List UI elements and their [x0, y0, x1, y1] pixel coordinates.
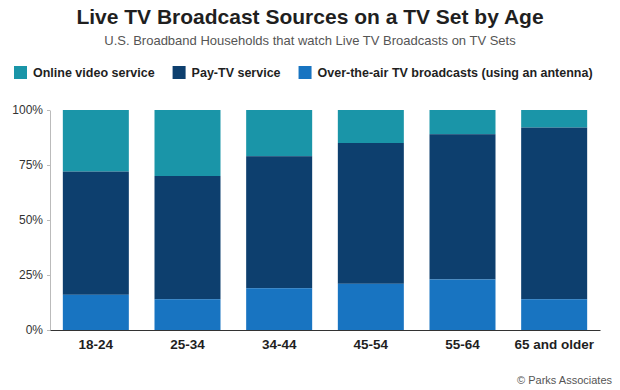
- legend-label: Over-the-air TV broadcasts (using an ant…: [318, 66, 593, 80]
- bar-segment: [521, 128, 587, 300]
- legend-swatch: [14, 66, 27, 79]
- y-tick: 25%: [19, 268, 50, 282]
- series: [63, 110, 587, 176]
- bar-segment: [63, 172, 129, 295]
- y-tick-label: 50%: [19, 213, 43, 227]
- y-tick: 75%: [19, 158, 50, 172]
- bar-segment: [63, 295, 129, 330]
- bar-segment: [246, 110, 312, 156]
- bar-segment: [246, 288, 312, 330]
- x-tick: 55-64: [445, 330, 480, 352]
- bar-segment: [430, 279, 496, 330]
- y-tick-mark: [47, 165, 50, 166]
- bar-segment: [246, 156, 312, 288]
- y-tick: 0%: [26, 323, 50, 337]
- bars: [63, 110, 587, 330]
- y-axis: 0% 25% 50% 75% 100%: [12, 103, 50, 337]
- bar-segment: [430, 134, 496, 279]
- x-axis: 18-24 25-34 34-44 45-54 55-64 65 and older: [51, 330, 601, 352]
- legend-item: Online video service: [14, 66, 155, 80]
- legend-item: Pay-TV service: [173, 66, 281, 80]
- bar-segment: [430, 110, 496, 134]
- y-tick: 100%: [12, 103, 50, 117]
- bar-segment: [155, 110, 221, 176]
- x-tick: 65 and older: [514, 330, 594, 352]
- bar-segment: [155, 299, 221, 330]
- x-tick: 34-44: [262, 330, 297, 352]
- x-tick-label: 55-64: [445, 337, 480, 352]
- bar-segment: [155, 176, 221, 299]
- bar-segment: [338, 284, 404, 330]
- x-tick-label: 34-44: [262, 337, 297, 352]
- x-tick: 18-24: [79, 330, 114, 352]
- bar-segment: [63, 110, 129, 172]
- legend-item: Over-the-air TV broadcasts (using an ant…: [299, 66, 593, 80]
- x-tick-label: 45-54: [354, 337, 389, 352]
- x-tick: 45-54: [354, 330, 389, 352]
- y-tick-label: 100%: [12, 103, 43, 117]
- x-tick-label: 25-34: [170, 337, 205, 352]
- legend-swatch: [299, 66, 312, 79]
- x-axis-line: [51, 330, 601, 331]
- legend-label: Pay-TV service: [192, 66, 281, 80]
- bar-segment: [521, 299, 587, 330]
- subtitle: U.S. Broadband Households that watch Liv…: [104, 33, 516, 48]
- source: © Parks Associates: [517, 374, 612, 386]
- bar-segment: [338, 110, 404, 143]
- x-tick: 25-34: [170, 330, 205, 352]
- legend-swatch: [173, 66, 186, 79]
- y-tick-mark: [47, 275, 50, 276]
- x-tick-label: 65 and older: [514, 337, 594, 352]
- x-tick-label: 18-24: [79, 337, 114, 352]
- y-tick-mark: [47, 220, 50, 221]
- series: [63, 128, 587, 300]
- y-axis-line: [50, 111, 51, 331]
- chart: Live TV Broadcast Sources on a TV Set by…: [0, 0, 620, 390]
- title: Live TV Broadcast Sources on a TV Set by…: [76, 5, 543, 28]
- y-tick-mark: [47, 110, 50, 111]
- bar-segment: [338, 143, 404, 284]
- legend: Online video service Pay-TV service Over-t…: [14, 66, 593, 80]
- legend-label: Online video service: [33, 66, 155, 80]
- series: [63, 279, 587, 330]
- y-tick-label: 25%: [19, 268, 43, 282]
- y-tick: 50%: [19, 213, 50, 227]
- y-tick-mark: [47, 330, 50, 331]
- y-tick-label: 0%: [26, 323, 44, 337]
- y-tick-label: 75%: [19, 158, 43, 172]
- bar-segment: [521, 110, 587, 128]
